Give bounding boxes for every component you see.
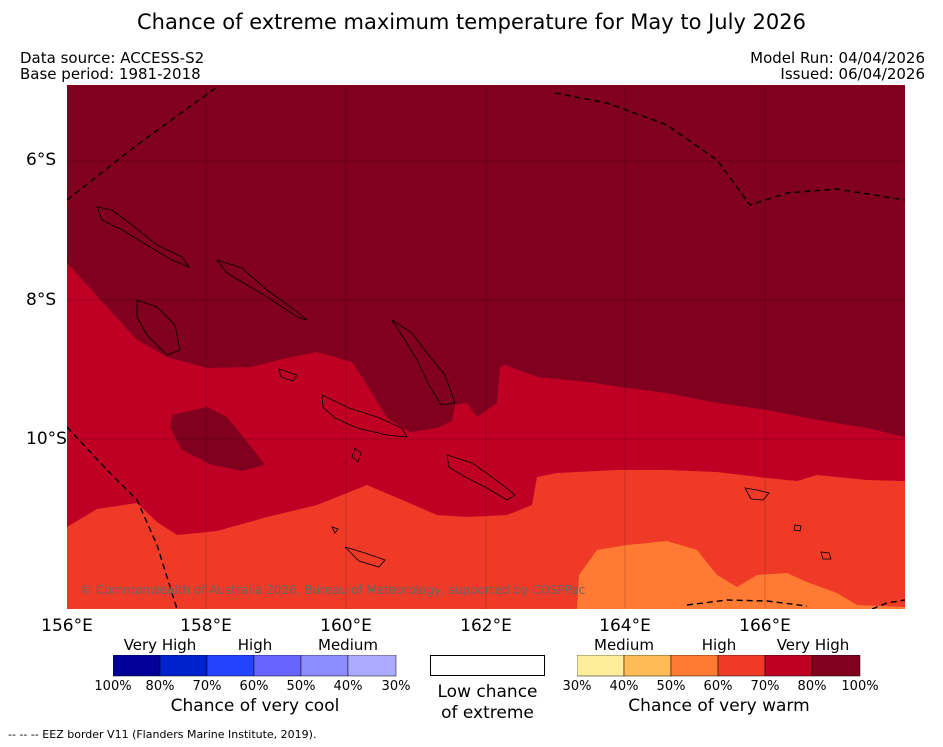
lat-label-8s: 8°S (26, 290, 57, 310)
warm-legend-label: Chance of very warm (628, 696, 810, 716)
eez-border-note: -- -- -- EEZ border V11 (Flanders Marine… (8, 728, 317, 741)
cool-tick-30: 30% (381, 679, 411, 694)
cool-category-very-high: Very High (123, 636, 197, 654)
cool-category-medium: Medium (318, 636, 378, 654)
cool-tick-80: 80% (145, 679, 175, 694)
data-source: Data source: ACCESS-S2 (20, 49, 205, 67)
warm-tick-60: 60% (703, 679, 733, 694)
copyright-notice: © Commonwealth of Australia 2026, Bureau… (80, 583, 585, 597)
map-title: Chance of extreme maximum temperature fo… (136, 10, 806, 34)
zone-very-high-patch (170, 407, 265, 471)
lon-label-156e: 156°E (41, 616, 93, 636)
lon-label-164e: 164°E (599, 616, 651, 636)
warm-category-medium: Medium (594, 636, 654, 654)
warm-tick-70: 70% (750, 679, 780, 694)
warm-tick-30: 30% (562, 679, 592, 694)
cool-legend-label: Chance of very cool (170, 696, 340, 716)
model-run: Model Run: 04/04/2026 (750, 49, 925, 67)
warm-tick-50: 50% (656, 679, 686, 694)
zone-red-spot (767, 461, 787, 470)
low-chance-line1: Low chance (437, 682, 538, 702)
cool-tick-70: 70% (192, 679, 222, 694)
lon-label-160e: 160°E (320, 616, 372, 636)
low-chance-label: Low chance of extreme (430, 682, 545, 724)
forecast-map: © Commonwealth of Australia 2026, Bureau… (67, 85, 905, 609)
cool-tick-100: 100% (94, 679, 132, 694)
warm-category-very-high: Very High (776, 636, 850, 654)
cool-tick-50: 50% (286, 679, 316, 694)
gridlines (67, 85, 905, 609)
issued-date: Issued: 06/04/2026 (780, 65, 925, 83)
eez-borders (67, 86, 905, 609)
cool-colorbar (113, 655, 397, 677)
cool-category-high: High (237, 636, 273, 654)
low-chance-line2: of extreme (441, 703, 534, 723)
low-chance-box (430, 655, 545, 676)
warm-category-high: High (701, 636, 737, 654)
meta-left: Data source: ACCESS-S2 Base period: 1981… (20, 50, 204, 82)
warm-tick-80: 80% (797, 679, 827, 694)
lon-label-166e: 166°E (739, 616, 791, 636)
warm-tick-100: 100% (841, 679, 879, 694)
lat-label-6s: 6°S (26, 150, 57, 170)
coastlines (96, 206, 832, 568)
lon-label-162e: 162°E (460, 616, 512, 636)
meta-right: Model Run: 04/04/2026 Issued: 06/04/2026 (750, 50, 925, 82)
cool-tick-60: 60% (239, 679, 269, 694)
cool-tick-40: 40% (333, 679, 363, 694)
zone-medium-50-60 (577, 541, 905, 609)
warm-tick-40: 40% (609, 679, 639, 694)
lat-label-10s: 10°S (26, 429, 67, 449)
warm-colorbar (577, 655, 861, 677)
base-period: Base period: 1981-2018 (20, 65, 201, 83)
lon-label-158e: 158°E (180, 616, 232, 636)
